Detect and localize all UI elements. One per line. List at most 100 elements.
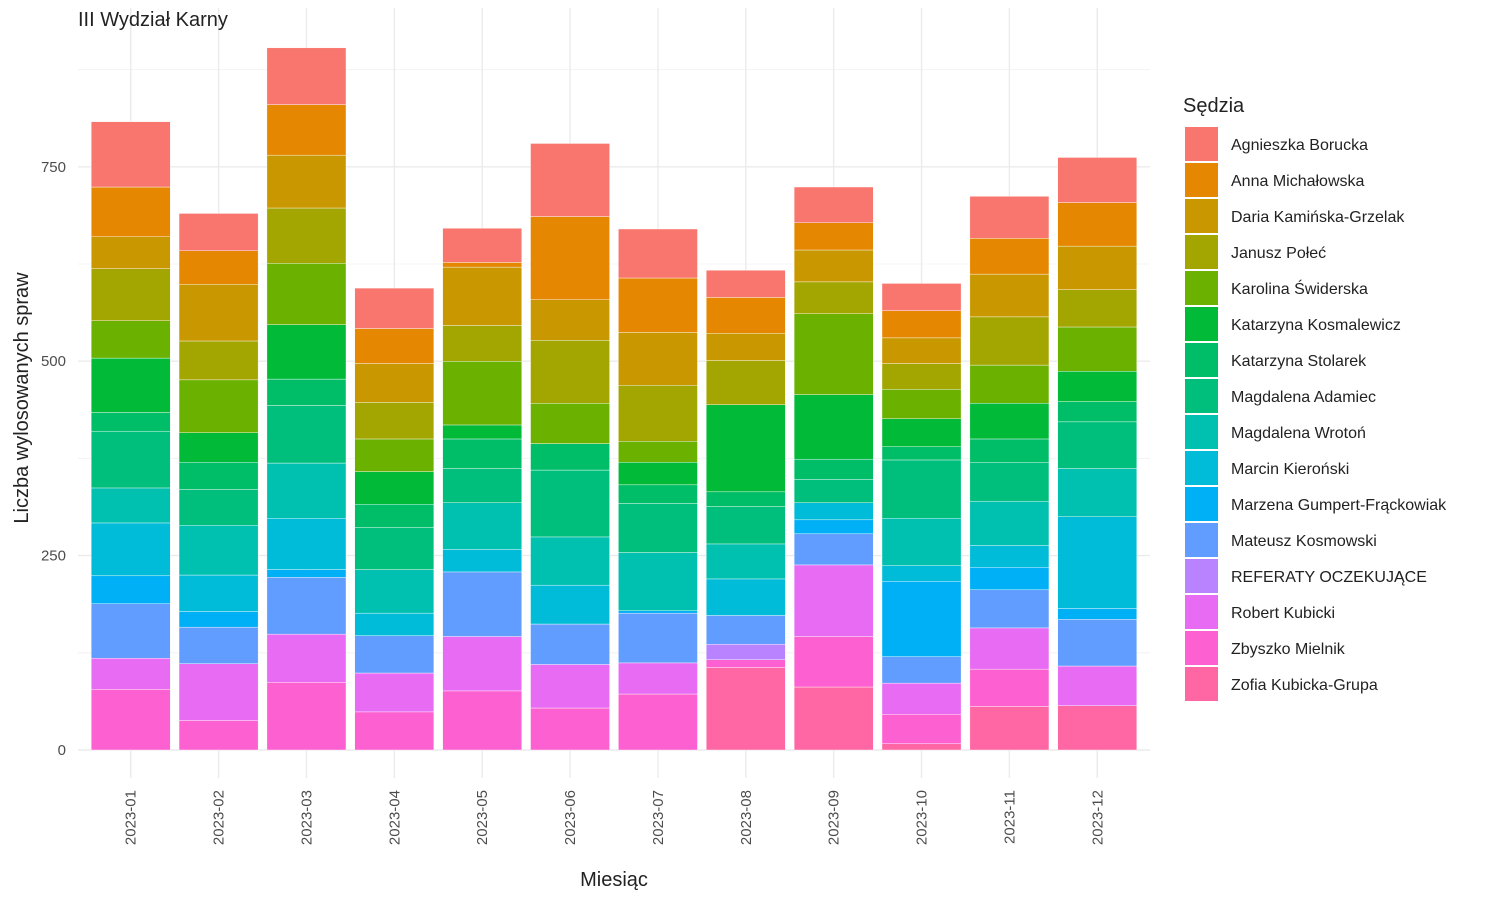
bars xyxy=(90,47,1138,751)
bar-segment xyxy=(1057,665,1138,706)
bar-segment xyxy=(530,443,610,471)
bar-segment xyxy=(793,519,874,535)
legend-swatch xyxy=(1185,667,1218,701)
legend-label: Anna Michałowska xyxy=(1231,173,1365,190)
bar-segment xyxy=(881,363,962,390)
bar-segment xyxy=(442,325,522,362)
bar-segment xyxy=(706,615,786,645)
bar-segment xyxy=(1057,157,1138,203)
bar-segment xyxy=(354,402,435,440)
bar-segment xyxy=(266,569,347,578)
bar-segment xyxy=(178,663,259,721)
legend: Sędzia Agnieszka Borucka Anna Michałowska… xyxy=(1183,95,1447,701)
bar-segment xyxy=(178,250,259,285)
legend-label: Daria Kamińska-Grzelak xyxy=(1231,209,1405,226)
bar-segment xyxy=(881,682,962,715)
bar-segment xyxy=(266,104,347,156)
legend-swatch xyxy=(1185,379,1218,413)
legend-label: Marcin Kieroński xyxy=(1231,461,1349,478)
y-tick-label: 750 xyxy=(41,159,66,176)
bar-segment xyxy=(266,518,347,570)
legend-label: Janusz Połeć xyxy=(1231,245,1326,262)
bar-segment xyxy=(266,263,347,325)
bar-segment xyxy=(354,569,435,614)
bar-segment xyxy=(793,533,874,566)
legend-label: Agnieszka Borucka xyxy=(1231,137,1368,154)
legend-swatch xyxy=(1185,523,1218,557)
bar-segment xyxy=(530,623,610,665)
chart-title: III Wydział Karny xyxy=(78,9,228,31)
bar-segment xyxy=(266,324,347,380)
bar-segment xyxy=(530,584,610,625)
legend-label: Magdalena Wrotoń xyxy=(1231,425,1366,442)
bar-segment xyxy=(881,337,962,364)
legend-swatch xyxy=(1185,271,1218,305)
legend-label: REFERATY OCZEKUJĄCE xyxy=(1231,569,1427,586)
legend-swatch xyxy=(1185,415,1218,449)
bar-segment xyxy=(178,213,259,251)
bar-segment xyxy=(881,565,962,582)
bar-segment xyxy=(90,575,171,605)
bar-segment xyxy=(178,611,259,628)
bar-segment xyxy=(881,283,962,311)
bar-segment xyxy=(90,412,171,432)
bar-segment xyxy=(1057,245,1138,290)
bar-segment xyxy=(1057,326,1138,372)
legend-title: Sędzia xyxy=(1183,95,1245,117)
bar-segment xyxy=(354,328,435,364)
bar-segment xyxy=(793,636,874,688)
legend-label: Karolina Świderska xyxy=(1231,279,1368,298)
bar-segment xyxy=(969,316,1050,366)
x-tick-label: 2023-12 xyxy=(1089,790,1106,845)
bar-segment xyxy=(969,500,1050,546)
x-tick-label: 2023-03 xyxy=(298,790,315,845)
bar-segment xyxy=(881,446,962,461)
bar-segment xyxy=(530,664,610,709)
bar-segment xyxy=(618,693,698,751)
bar-segment xyxy=(969,438,1050,463)
y-tick-label: 500 xyxy=(41,353,66,370)
legend-swatch xyxy=(1185,559,1218,593)
legend-swatch xyxy=(1185,631,1218,665)
legend-label: Zofia Kubicka-Grupa xyxy=(1231,677,1378,694)
legend-swatch xyxy=(1185,127,1218,161)
bar-segment xyxy=(969,567,1050,591)
bar-segment xyxy=(969,364,1050,404)
legend-items: Agnieszka Borucka Anna Michałowska Daria K… xyxy=(1185,127,1447,701)
bar-segment xyxy=(618,503,698,553)
bar-segment xyxy=(90,186,171,237)
bar-segment xyxy=(178,489,259,526)
bar-segment xyxy=(530,536,610,586)
bar-segment xyxy=(881,310,962,339)
x-axis-label: Miesiąc xyxy=(580,869,648,891)
bar-segment xyxy=(178,525,259,576)
bar-segment xyxy=(354,471,435,505)
bar-segment xyxy=(442,468,522,503)
bar-segment xyxy=(793,281,874,314)
bar-segment xyxy=(618,332,698,386)
bar-segment xyxy=(530,216,610,300)
bar-segment xyxy=(178,284,259,342)
x-tick-label: 2023-10 xyxy=(914,790,931,845)
bar-segment xyxy=(442,502,522,550)
bar-segment xyxy=(442,571,522,637)
bar-segment xyxy=(793,458,874,480)
bar-segment xyxy=(793,502,874,521)
bar-segment xyxy=(706,491,786,507)
x-tick-label: 2023-11 xyxy=(1001,790,1018,844)
bar-segment xyxy=(969,462,1050,502)
bar-segment xyxy=(442,424,522,440)
bar-segment xyxy=(266,405,347,464)
bar-segment xyxy=(90,268,171,321)
bar-segment xyxy=(706,644,786,660)
bar-segment xyxy=(618,385,698,442)
bar-segment xyxy=(618,612,698,664)
bar-segment xyxy=(178,340,259,381)
x-tick-label: 2023-07 xyxy=(650,790,667,845)
bar-segment xyxy=(442,262,522,268)
bar-segment xyxy=(530,340,610,404)
bar-segment xyxy=(969,238,1050,275)
bar-segment xyxy=(1057,289,1138,328)
bar-segment xyxy=(969,706,1050,751)
legend-swatch xyxy=(1185,487,1218,521)
